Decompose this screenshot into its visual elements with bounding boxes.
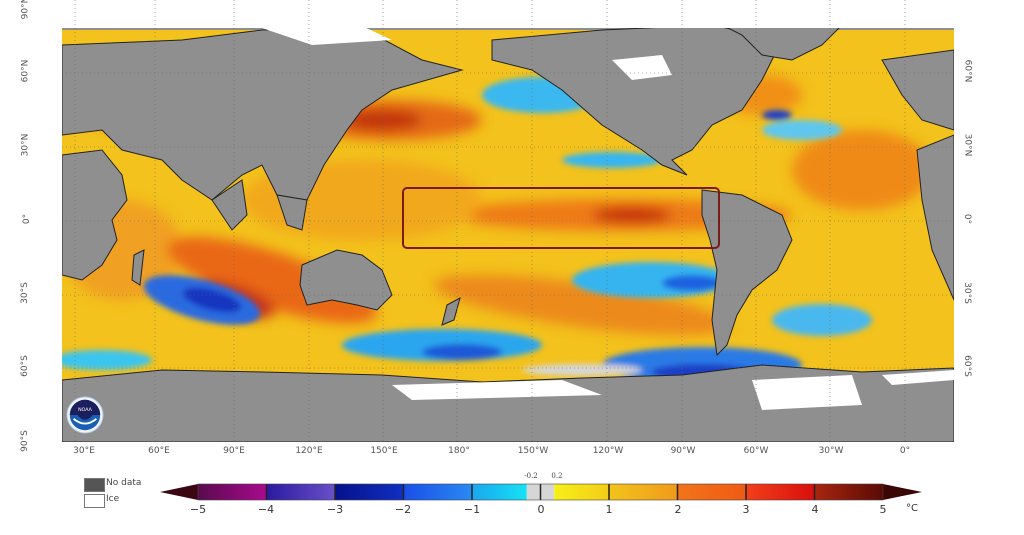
new-zealand bbox=[441, 297, 461, 326]
lat-label-60s: 60°S bbox=[19, 355, 30, 377]
lon-label: 150°E bbox=[370, 446, 398, 456]
lat-label-90s: 90°S bbox=[19, 430, 30, 452]
africa-right bbox=[916, 134, 954, 301]
ice-label: Ice bbox=[106, 494, 120, 504]
colorbar-tick: −1 bbox=[463, 503, 481, 516]
colorbar-tick: −2 bbox=[394, 503, 412, 516]
lon-label: 120°E bbox=[295, 446, 323, 456]
europe-right bbox=[881, 49, 954, 131]
lat-right-30s: 30°S bbox=[961, 282, 972, 304]
africa bbox=[62, 149, 128, 281]
graticule bbox=[62, 0, 954, 442]
sst-anomaly-map bbox=[62, 0, 954, 442]
lat-right-60s: 60°S bbox=[961, 355, 972, 377]
colorbar-tick: −3 bbox=[326, 503, 344, 516]
lon-label: 30°W bbox=[818, 446, 844, 456]
lat-label-90n: 90°N bbox=[20, 0, 31, 20]
lon-label: 60°E bbox=[148, 446, 170, 456]
lon-label: 120°W bbox=[592, 446, 624, 456]
colorbar-tick: −4 bbox=[257, 503, 275, 516]
colorbar-tick: 2 bbox=[674, 503, 682, 516]
colorbar-tick: 3 bbox=[742, 503, 750, 516]
lat-right-30n: 30°N bbox=[962, 133, 973, 157]
lat-right-60n: 60°N bbox=[962, 59, 973, 83]
madagascar bbox=[131, 249, 145, 286]
lon-label: 30°E bbox=[73, 446, 95, 456]
lat-label-60n: 60°N bbox=[20, 59, 31, 83]
lat-right-0: 0° bbox=[962, 213, 973, 225]
svg-text:NOAA: NOAA bbox=[78, 407, 93, 413]
colorbar-unit: °C bbox=[906, 503, 918, 514]
lon-label: 150°W bbox=[517, 446, 549, 456]
lat-label-0: 0° bbox=[22, 213, 33, 225]
colorbar-tick: 4 bbox=[811, 503, 819, 516]
sea-ice bbox=[62, 0, 954, 410]
lon-label: 0° bbox=[899, 446, 911, 456]
ice-swatch bbox=[84, 494, 105, 508]
nino-region-box bbox=[402, 187, 720, 249]
neutral-band-low-label: -0.2 bbox=[524, 472, 538, 480]
lon-label: 90°E bbox=[223, 446, 245, 456]
noaa-logo: NOAA bbox=[66, 396, 104, 434]
lat-label-30n: 30°N bbox=[20, 133, 31, 157]
colorbar-tick: 1 bbox=[605, 503, 613, 516]
southeast-asia bbox=[276, 194, 308, 231]
south-america bbox=[701, 189, 793, 357]
india bbox=[211, 179, 248, 231]
colorbar-tick: −5 bbox=[189, 503, 207, 516]
lon-label: 60°W bbox=[743, 446, 769, 456]
no-data-swatch bbox=[84, 478, 105, 492]
lon-label: 180° bbox=[448, 446, 470, 456]
colorbar-tick: 0 bbox=[537, 503, 545, 516]
no-data-label: No data bbox=[106, 478, 142, 488]
lon-label: 90°W bbox=[670, 446, 696, 456]
colorbar bbox=[160, 483, 922, 501]
colorbar-tick: 5 bbox=[879, 503, 887, 516]
landmasses bbox=[62, 14, 954, 442]
map-canvas bbox=[62, 0, 954, 442]
antarctica bbox=[62, 364, 954, 442]
neutral-band-high-label: 0.2 bbox=[551, 472, 563, 480]
lat-label-30s: 30°S bbox=[19, 282, 30, 304]
